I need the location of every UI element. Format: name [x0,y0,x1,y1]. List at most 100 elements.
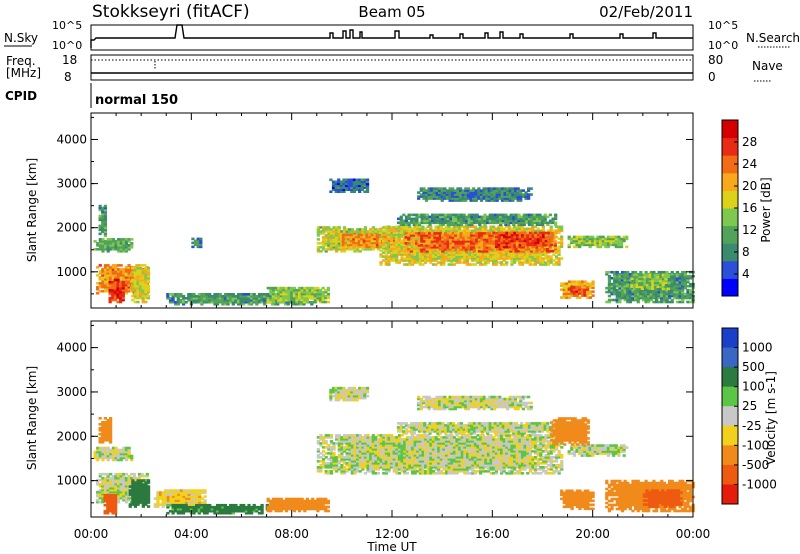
range-cell-10 [481,257,485,260]
range-cell-19 [644,270,648,274]
range-cell-9 [352,241,356,245]
range-cell-2 [119,278,123,281]
range-cell-11 [459,232,463,235]
range-cell-19 [634,288,638,292]
range-cell-13 [538,213,542,217]
range-cell-11 [462,238,466,241]
range-cell-2 [101,270,105,273]
range-cell-2 [114,270,118,273]
range-cell-4 [146,288,151,292]
range-cell-6 [239,298,243,302]
range-cell-19 [678,278,682,282]
range-cell-8 [345,232,349,235]
range-cell-9 [368,233,372,237]
range-cell-19 [660,294,664,298]
range-cell-16 [617,245,621,249]
range-cell-12 [508,239,512,243]
range-cell-2 [135,264,139,267]
range-cell-19 [618,272,622,276]
range-cell-2 [124,276,129,279]
range-cell-10 [413,227,417,231]
range-cell-6 [176,293,180,296]
range-cell-9 [368,243,372,247]
range-cell-17 [565,286,569,289]
range-cell-13 [486,215,490,219]
range-cell-10 [541,227,545,231]
range-cell-7 [292,286,296,290]
range-cell-2 [109,276,113,279]
range-cell-10 [392,253,396,256]
range-cell-10 [554,229,559,233]
range-cell-7 [300,294,304,298]
range-cell-9 [352,243,356,247]
range-cell-7 [321,290,325,294]
range-cell-6 [229,300,233,304]
range-cell-7 [308,296,312,300]
range-cell-8 [329,246,334,249]
range-cell-4 [138,276,143,280]
range-cell-10 [452,225,456,229]
range-cell-12 [528,237,533,241]
range-cell-10 [429,229,433,233]
range-cell-11 [454,248,458,251]
range-cell-7 [305,292,310,296]
range-cell-18 [572,286,577,289]
range-cell-19 [613,282,617,286]
range-cell-12 [534,241,538,245]
range-cell-9 [378,241,382,245]
range-cell-8 [358,249,362,253]
range-cell-11 [428,234,432,237]
range-cell-6 [223,296,228,300]
range-cell-9 [370,237,374,241]
range-cell-9 [352,237,356,241]
range-cell-19 [675,278,680,282]
range-cell-11 [469,240,474,243]
range-cell-17 [578,284,582,287]
range-cell-12 [526,231,530,235]
range-cell-10 [395,237,399,240]
range-cell-10 [444,255,449,258]
range-cell-3 [111,292,115,296]
range-cell-10 [523,261,527,264]
range-cell-9 [375,235,380,239]
range-cell-14 [432,197,437,200]
range-cell-9 [360,235,364,239]
range-cell-5 [199,237,203,241]
range-cell-19 [649,290,653,294]
range-cell-3 [119,294,123,298]
range-cell-13 [438,215,443,219]
range-cell-19 [626,292,630,296]
range-cell-16 [575,241,579,245]
range-cell-8 [350,248,354,251]
range-cell-15 [339,190,343,194]
range-cell-13 [530,213,534,217]
range-cell-12 [539,231,543,235]
range-cell-13 [522,215,526,219]
range-cell-20 [646,279,650,283]
range-cell-9 [370,245,374,249]
range-cell-12 [526,243,530,247]
range-cell-15 [347,188,351,192]
range-cell-7 [274,292,278,296]
range-cell-7 [316,294,320,298]
range-cell-10 [437,261,441,264]
range-cell-13 [527,215,532,219]
range-cell-10 [395,225,399,229]
range-cell-8 [321,228,326,231]
range-cell-9 [354,233,359,237]
range-cell-8 [324,226,328,229]
range-cell-13 [525,217,529,221]
range-cell-10 [557,251,561,254]
range-cell-19 [675,270,680,274]
range-cell-19 [665,270,669,274]
range-cell-0 [106,248,110,251]
range-cell-0 [109,244,113,247]
range-cell-14 [430,191,434,194]
range-cell-8 [342,228,347,231]
range-cell-2 [127,279,131,283]
range-cell-11 [415,236,419,239]
range-cell-10 [492,257,496,260]
range-cell-19 [613,292,617,296]
range-cell-8 [316,234,320,237]
range-cell-6 [174,302,178,306]
